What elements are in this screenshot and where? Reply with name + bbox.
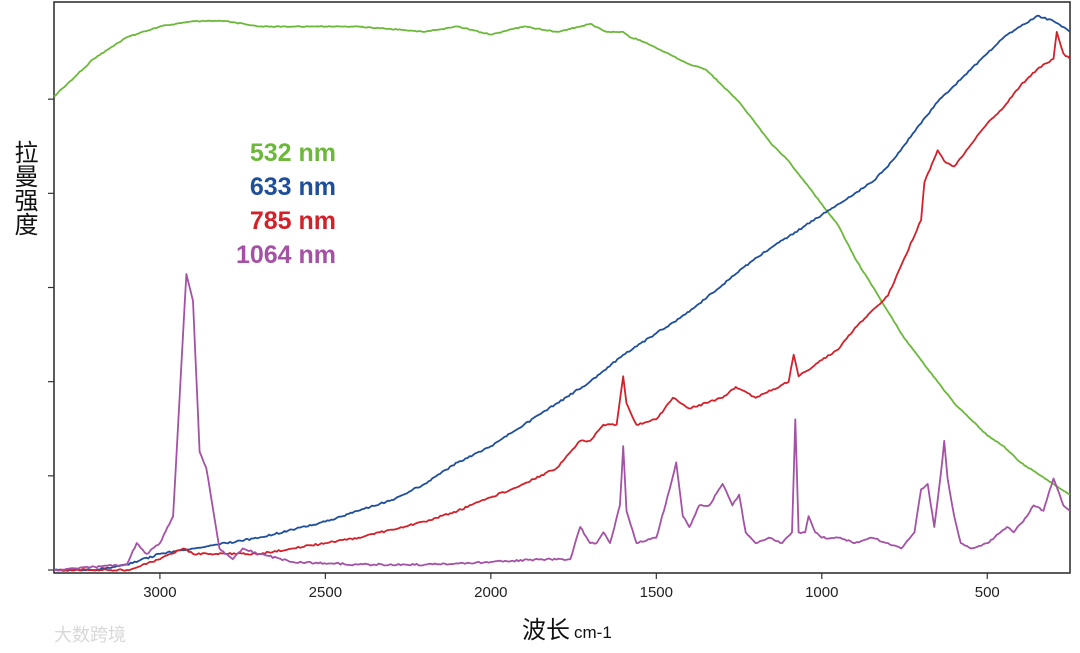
plot-frame bbox=[53, 1, 1071, 574]
series-line-633-nm bbox=[53, 14, 1071, 572]
legend-1064: 1064 nm bbox=[236, 241, 336, 269]
legend-633: 633 nm bbox=[250, 173, 336, 201]
series-line-532-nm bbox=[53, 19, 1071, 496]
x-tick-label-1000: 1000 bbox=[805, 584, 838, 601]
x-axis: 3000 2500 2000 1500 1000 500 波长 cm-1 bbox=[143, 573, 1000, 644]
y-axis: 拉曼强度 bbox=[10, 98, 54, 571]
x-ticks: 3000 2500 2000 1500 1000 500 bbox=[143, 573, 1000, 601]
y-axis-label: 拉曼强度 bbox=[10, 140, 38, 236]
x-tick-label-1500: 1500 bbox=[640, 584, 673, 601]
series-line-1064-nm bbox=[53, 273, 1071, 572]
x-axis-label: 波长 bbox=[522, 616, 570, 644]
series-line-785-nm bbox=[54, 31, 1071, 572]
x-tick-label-500: 500 bbox=[975, 584, 1000, 601]
y-ticks bbox=[48, 98, 54, 571]
legend-785: 785 nm bbox=[250, 207, 336, 235]
x-tick-label-3000: 3000 bbox=[143, 584, 176, 601]
legend-532: 532 nm bbox=[250, 139, 336, 167]
series-layer bbox=[53, 14, 1071, 572]
x-tick-label-2000: 2000 bbox=[474, 584, 507, 601]
watermark: 大数跨境 bbox=[54, 625, 126, 646]
x-axis-unit: cm-1 bbox=[574, 623, 612, 642]
legend: 532 nm 633 nm 785 nm 1064 nm bbox=[236, 139, 336, 269]
x-tick-label-2500: 2500 bbox=[309, 584, 342, 601]
